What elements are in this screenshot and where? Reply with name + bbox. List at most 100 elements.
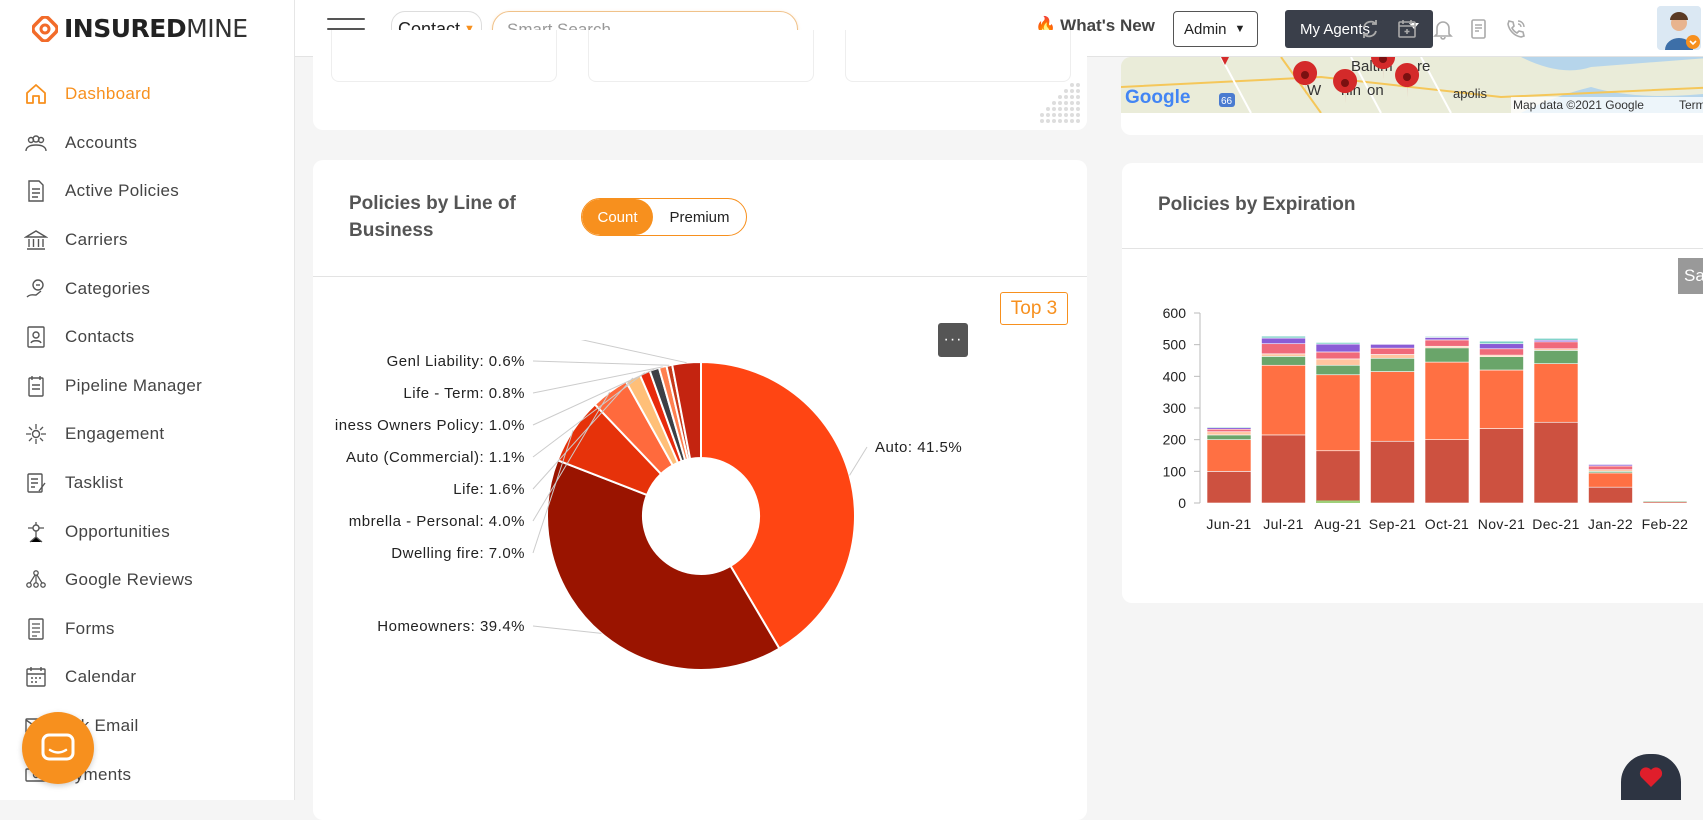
bar-segment[interactable] — [1588, 472, 1633, 488]
bar-segment[interactable] — [1261, 356, 1306, 366]
dot-mark — [1052, 119, 1056, 123]
dot-mark — [1076, 119, 1080, 123]
bar-segment[interactable] — [1261, 364, 1306, 436]
top-3-button[interactable]: Top 3 — [1000, 292, 1068, 325]
bar-segment[interactable] — [1206, 439, 1252, 472]
bar-segment[interactable] — [1479, 428, 1524, 504]
bar-segment[interactable] — [1315, 343, 1361, 353]
bar-segment[interactable] — [1261, 343, 1306, 355]
bar-segment[interactable] — [1533, 421, 1579, 504]
pie-label: Homeowners: 39.4% — [377, 618, 525, 635]
bar-segment[interactable] — [1424, 337, 1470, 341]
toggle-premium-option[interactable]: Premium — [669, 208, 730, 226]
bar-segment[interactable] — [1479, 356, 1524, 371]
stats-card-partial — [313, 30, 1087, 130]
pie-label: Life - Term: 0.8% — [403, 385, 525, 402]
chart-menu-button[interactable]: ··· — [938, 323, 968, 357]
bar-segment[interactable] — [1261, 337, 1306, 345]
bar-segment[interactable] — [1206, 431, 1252, 436]
dot-mark — [1070, 95, 1074, 99]
bar-segment[interactable] — [1588, 465, 1633, 471]
dot-mark — [1070, 119, 1074, 123]
chat-launcher-button[interactable] — [22, 712, 94, 784]
bar-segment[interactable] — [1370, 354, 1415, 359]
sidebar-item-contacts[interactable]: Contacts — [0, 313, 294, 362]
bar-segment[interactable] — [1479, 369, 1524, 429]
agents-map[interactable]: Baltim re W hin on apolis Google 66 Map … — [1121, 57, 1703, 113]
sidebar-item-label: Google Reviews — [65, 570, 193, 590]
map-marker-icon[interactable] — [1395, 63, 1420, 99]
bar-segment[interactable] — [1424, 336, 1470, 338]
sync-icon[interactable] — [1359, 18, 1381, 40]
bar-segment[interactable] — [1424, 439, 1470, 504]
bar-segment[interactable] — [1261, 335, 1306, 339]
bar-segment[interactable] — [1533, 350, 1579, 364]
my-agents-select[interactable]: My Agents — [1285, 10, 1433, 48]
bar-segment[interactable] — [1533, 363, 1579, 423]
bar-segment[interactable] — [1370, 344, 1415, 349]
bar-segment[interactable] — [1370, 371, 1415, 442]
sidebar-item-categories[interactable]: Categories — [0, 264, 294, 313]
bar-segment[interactable] — [1370, 347, 1415, 355]
bar-segment[interactable] — [1206, 471, 1252, 504]
bar-segment[interactable] — [1588, 463, 1633, 465]
bar-segment[interactable] — [1533, 338, 1579, 341]
bar-segment[interactable] — [1315, 358, 1361, 366]
sidebar-item-pipeline-manager[interactable]: Pipeline Manager — [0, 362, 294, 411]
bar-segment[interactable] — [1315, 450, 1361, 504]
y-tick-label: 300 — [1163, 400, 1187, 416]
bar-segment[interactable] — [1206, 428, 1252, 433]
bar-segment[interactable] — [1370, 357, 1415, 372]
pie-slice-other[interactable] — [670, 360, 702, 461]
sms-icon[interactable] — [1468, 18, 1490, 40]
bar-segment[interactable] — [1424, 361, 1470, 440]
calendar-add-icon[interactable] — [1396, 18, 1418, 40]
side-tab[interactable]: Sa — [1678, 258, 1703, 294]
bar-segment[interactable] — [1588, 486, 1633, 504]
map-marker-icon[interactable] — [1371, 57, 1395, 81]
user-avatar[interactable] — [1657, 6, 1701, 50]
role-select[interactable]: Admin ▼ — [1173, 11, 1258, 47]
pie-slice-auto[interactable] — [700, 360, 856, 650]
bar-segment[interactable] — [1370, 440, 1415, 504]
app-logo[interactable]: INSUREDMINE — [32, 14, 248, 43]
sidebar-item-active-policies[interactable]: Active Policies — [0, 167, 294, 216]
bar-segment[interactable] — [1315, 342, 1361, 345]
sidebar-item-opportunities[interactable]: Opportunities — [0, 507, 294, 556]
toggle-count-option[interactable]: Count — [582, 199, 653, 235]
dot-mark — [1064, 89, 1068, 93]
bar-segment[interactable] — [1479, 340, 1524, 345]
bar-segment[interactable] — [1261, 353, 1306, 357]
feedback-button[interactable] — [1621, 754, 1681, 800]
bar-segment[interactable] — [1315, 374, 1361, 452]
bar-segment[interactable] — [1206, 434, 1252, 440]
sidebar-item-dashboard[interactable]: Dashboard — [0, 70, 294, 119]
map-marker-icon[interactable] — [1293, 61, 1318, 97]
sidebar-item-google-reviews[interactable]: Google Reviews — [0, 556, 294, 605]
sidebar-item-accounts[interactable]: Accounts — [0, 119, 294, 168]
sidebar-item-forms[interactable]: Forms — [0, 605, 294, 654]
bar-segment[interactable] — [1261, 434, 1306, 504]
bar-segment[interactable] — [1424, 339, 1470, 347]
bar-segment[interactable] — [1316, 500, 1360, 503]
bar-segment[interactable] — [1479, 348, 1524, 356]
sidebar-item-carriers[interactable]: Carriers — [0, 216, 294, 265]
map-terms-link[interactable]: Term — [1679, 98, 1703, 112]
bar-segment[interactable] — [1315, 351, 1361, 360]
bar-segment[interactable] — [1479, 343, 1524, 350]
bar-segment[interactable] — [1642, 500, 1688, 503]
bell-icon[interactable] — [1432, 18, 1454, 40]
engagement-icon — [26, 424, 46, 445]
count-premium-toggle[interactable]: Count Premium — [581, 198, 747, 236]
people-icon — [25, 135, 47, 151]
sidebar-item-tasklist[interactable]: Tasklist — [0, 459, 294, 508]
map-marker-icon[interactable] — [1333, 69, 1358, 105]
sidebar-item-calendar[interactable]: Calendar — [0, 653, 294, 702]
bar-segment[interactable] — [1206, 426, 1252, 428]
bar-segment[interactable] — [1315, 364, 1361, 376]
phone-call-icon[interactable] — [1505, 18, 1527, 40]
sidebar-item-engagement[interactable]: Engagement — [0, 410, 294, 459]
map-marker-icon[interactable] — [1221, 57, 1229, 65]
bar-segment[interactable] — [1424, 347, 1470, 363]
bar-segment[interactable] — [1533, 341, 1579, 350]
